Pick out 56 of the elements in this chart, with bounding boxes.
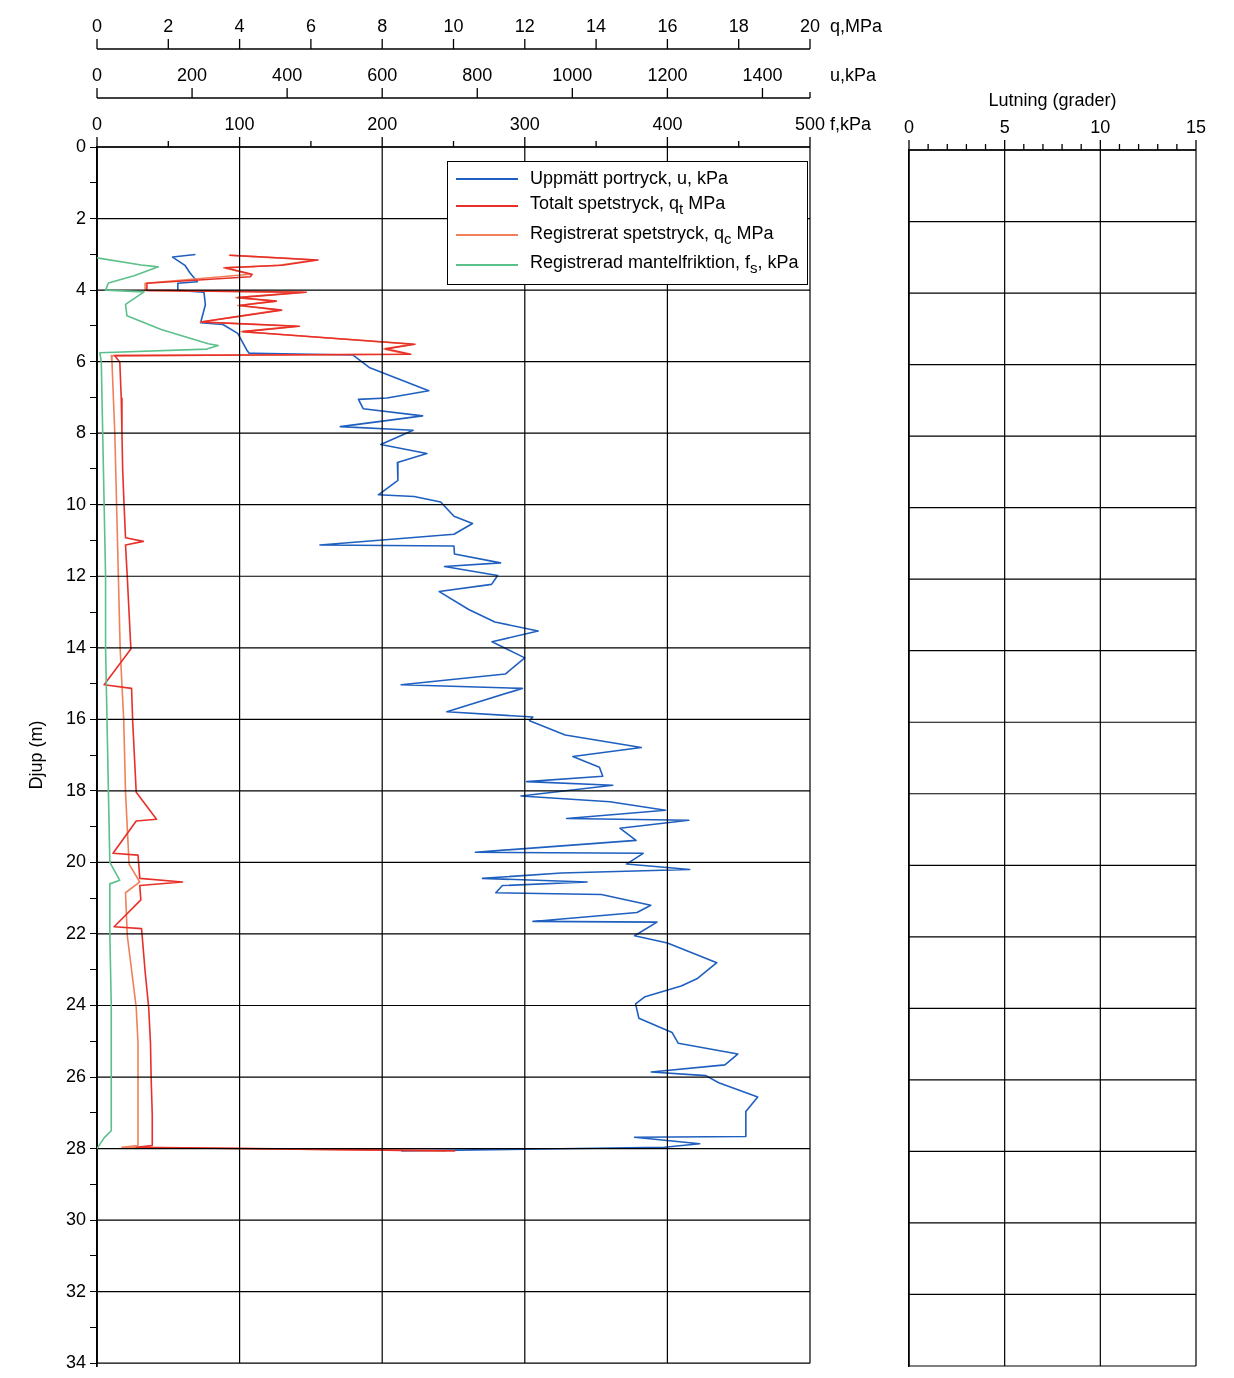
x-tick-label: 1200 <box>647 64 688 85</box>
y-tick-label: 4 <box>75 279 86 300</box>
y-tick-label: 0 <box>75 135 86 156</box>
x-tick-label: 1400 <box>742 64 783 85</box>
y-tick-label: 26 <box>65 1066 86 1086</box>
x-tick-label: 0 <box>91 64 103 85</box>
y-tick-label: 16 <box>65 708 86 729</box>
legend-label: Totalt spetstryck, q$_{t}$ MPa <box>530 192 726 219</box>
y-tick-label: 2 <box>75 207 86 228</box>
x-tick-label: 8 <box>377 15 388 36</box>
y-tick-label: 28 <box>65 1137 86 1158</box>
x-tick-label: 100 <box>224 113 255 134</box>
x-tick-label: 0 <box>91 113 103 134</box>
x-axis-title: Lutning (grader) <box>988 89 1117 110</box>
x-tick-label: 1000 <box>552 64 593 85</box>
x-tick-label: 500 <box>794 113 826 134</box>
x-tick-label: 5 <box>999 116 1010 137</box>
x-axis-title: u,kPa <box>830 64 878 85</box>
x-tick-label: 600 <box>367 64 398 85</box>
x-tick-label: 800 <box>462 64 493 85</box>
y-tick-label: 12 <box>65 565 86 586</box>
y-tick-label: 24 <box>65 994 86 1015</box>
x-tick-label: 200 <box>177 64 208 85</box>
x-tick-label: 18 <box>728 15 749 36</box>
x-tick-label: 15 <box>1185 116 1207 137</box>
y-tick-label: 14 <box>65 636 86 657</box>
x-tick-label: 2 <box>163 15 174 36</box>
x-axis-title: q,MPa <box>830 15 884 36</box>
x-tick-label: 12 <box>514 15 535 36</box>
y-tick-label: 6 <box>75 350 86 371</box>
x-tick-label: 0 <box>903 116 915 137</box>
x-tick-label: 400 <box>272 64 303 85</box>
legend-label: Registrerat spetstryck, q$_{c}$ MPa <box>530 221 774 249</box>
y-tick-label: 20 <box>65 851 86 872</box>
y-tick-label: 10 <box>65 493 86 514</box>
x-axis-title: f,kPa <box>830 113 873 134</box>
y-tick-label: 34 <box>65 1352 86 1373</box>
x-tick-label: 10 <box>1090 116 1111 137</box>
y-axis-title: Djup (m) <box>25 720 46 790</box>
legend-label: Registrerad mantelfriktion, f$_{s}$, kPa <box>530 251 799 278</box>
x-tick-label: 10 <box>443 15 464 36</box>
x-tick-label: 4 <box>234 15 245 36</box>
y-tick-label: 8 <box>75 422 86 443</box>
x-tick-label: 400 <box>652 113 683 134</box>
legend-label: Uppmätt portryck, u, kPa <box>530 167 729 190</box>
y-tick-label: 30 <box>65 1209 86 1230</box>
x-tick-label: 16 <box>657 15 678 36</box>
x-tick-label: 6 <box>305 15 316 36</box>
x-tick-label: 14 <box>586 15 607 36</box>
x-tick-label: 200 <box>367 113 398 134</box>
y-tick-label: 22 <box>65 922 86 943</box>
y-tick-label: 32 <box>65 1280 86 1301</box>
x-tick-label: 20 <box>799 15 821 36</box>
x-tick-label: 0 <box>91 15 103 36</box>
x-tick-label: 300 <box>509 113 540 134</box>
y-tick-label: 18 <box>65 779 86 800</box>
